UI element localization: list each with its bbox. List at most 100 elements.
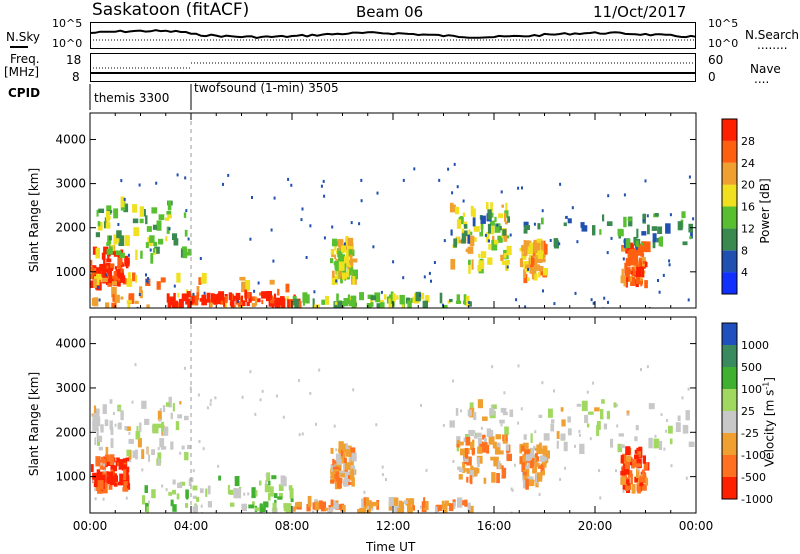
velocity-cell xyxy=(350,459,354,466)
power-cell xyxy=(465,295,470,307)
power-cell xyxy=(690,230,693,239)
velocity-noise-cell xyxy=(425,468,428,472)
velocity-cell xyxy=(372,501,379,507)
velocity-cell xyxy=(135,449,138,460)
velocity-cell xyxy=(423,497,426,508)
power-cell xyxy=(186,291,191,298)
velocity-cell xyxy=(493,456,499,467)
velocity-cell xyxy=(185,503,189,508)
power-cell xyxy=(500,254,504,261)
velocity-noise-cell xyxy=(134,363,137,367)
velocity-noise-cell xyxy=(670,464,673,468)
power-noise-cell xyxy=(145,279,148,283)
velocity-noise-cell xyxy=(592,381,595,385)
power-cell xyxy=(266,291,272,300)
power-colorbar-segment xyxy=(722,119,737,141)
power-cell xyxy=(336,293,339,301)
power-cell xyxy=(665,223,671,234)
velocity-cell xyxy=(102,404,107,414)
power-cell xyxy=(480,215,486,224)
power-noise-cell xyxy=(669,213,672,217)
power-cell xyxy=(176,272,181,283)
velocity-cell xyxy=(477,446,483,454)
velocity-cell xyxy=(336,458,342,465)
velocity-cell xyxy=(494,444,501,455)
velocity-noise-cell xyxy=(161,484,164,488)
velocity-cell xyxy=(632,458,635,468)
velocity-noise-cell xyxy=(615,469,617,473)
power-cell xyxy=(348,249,353,257)
velocity-cell xyxy=(172,479,176,485)
velocity-cell xyxy=(535,478,539,488)
power-cell xyxy=(634,254,639,265)
velocity-cell xyxy=(293,506,296,512)
power-noise-cell xyxy=(184,176,187,180)
nsky-legend-line xyxy=(10,46,28,48)
velocity-cell xyxy=(330,499,334,506)
velocity-cell xyxy=(272,502,277,512)
power-noise-cell xyxy=(272,259,275,263)
velocity-noise-cell xyxy=(197,393,200,397)
power-cell xyxy=(152,224,157,230)
velocity-noise-cell xyxy=(206,406,209,410)
power-noise-cell xyxy=(509,233,512,237)
velocity-cell xyxy=(263,501,269,508)
power-cell xyxy=(105,265,109,269)
velocity-noise-cell xyxy=(202,447,205,451)
velocity-cell xyxy=(550,423,555,432)
power-cell xyxy=(183,212,187,218)
power-cell xyxy=(171,300,178,308)
velocity-cell xyxy=(634,449,638,454)
velocity-cell xyxy=(459,448,466,456)
velocity-cell xyxy=(408,498,415,506)
power-cell xyxy=(172,233,178,240)
velocity-cell xyxy=(584,414,589,424)
power-cell xyxy=(635,240,639,248)
velocity-colorbar-tick: 500 xyxy=(741,361,762,374)
velocity-cell xyxy=(110,427,114,435)
velocity-cell xyxy=(626,455,632,462)
power-cell xyxy=(506,235,510,239)
power-cell xyxy=(376,303,381,308)
velocity-cell xyxy=(617,443,623,453)
velocity-cell xyxy=(407,506,413,513)
power-colorbar-tick: 28 xyxy=(741,135,755,148)
power-noise-cell xyxy=(251,196,253,199)
velocity-cell xyxy=(218,475,221,481)
velocity-cell xyxy=(560,407,564,412)
power-cell xyxy=(230,300,235,308)
freq-label: Freq. xyxy=(10,52,40,66)
power-cell xyxy=(111,302,117,308)
velocity-cell xyxy=(118,459,124,470)
velocity-cell xyxy=(335,471,339,482)
power-cell xyxy=(462,212,466,217)
velocity-cell xyxy=(158,423,162,428)
power-cell xyxy=(182,248,188,259)
power-noise-cell xyxy=(484,233,487,237)
power-cell xyxy=(296,300,302,308)
velocity-noise-cell xyxy=(94,497,97,501)
velocity-cell xyxy=(600,409,604,420)
power-noise-cell xyxy=(468,301,471,304)
velocity-cell xyxy=(306,504,311,512)
velocity-cell xyxy=(271,475,277,480)
power-cell xyxy=(631,278,636,285)
velocity-noise-cell xyxy=(626,412,629,416)
power-cell xyxy=(201,294,207,306)
velocity-cell xyxy=(192,506,197,513)
power-noise-cell xyxy=(138,293,141,296)
power-cell xyxy=(525,264,530,269)
velocity-cell xyxy=(394,506,400,513)
power-cell xyxy=(119,252,125,258)
power-cell xyxy=(441,304,448,308)
velocity-cell xyxy=(477,399,483,409)
velocity-cell xyxy=(314,501,320,511)
velocity-colorbar-tick: -500 xyxy=(741,471,766,484)
power-cell xyxy=(332,238,338,247)
velocity-cell xyxy=(488,436,495,445)
velocity-cell xyxy=(479,441,484,452)
velocity-cell xyxy=(161,421,165,433)
power-cell xyxy=(625,257,631,267)
power-cell xyxy=(640,279,643,287)
power-cell xyxy=(507,216,510,223)
